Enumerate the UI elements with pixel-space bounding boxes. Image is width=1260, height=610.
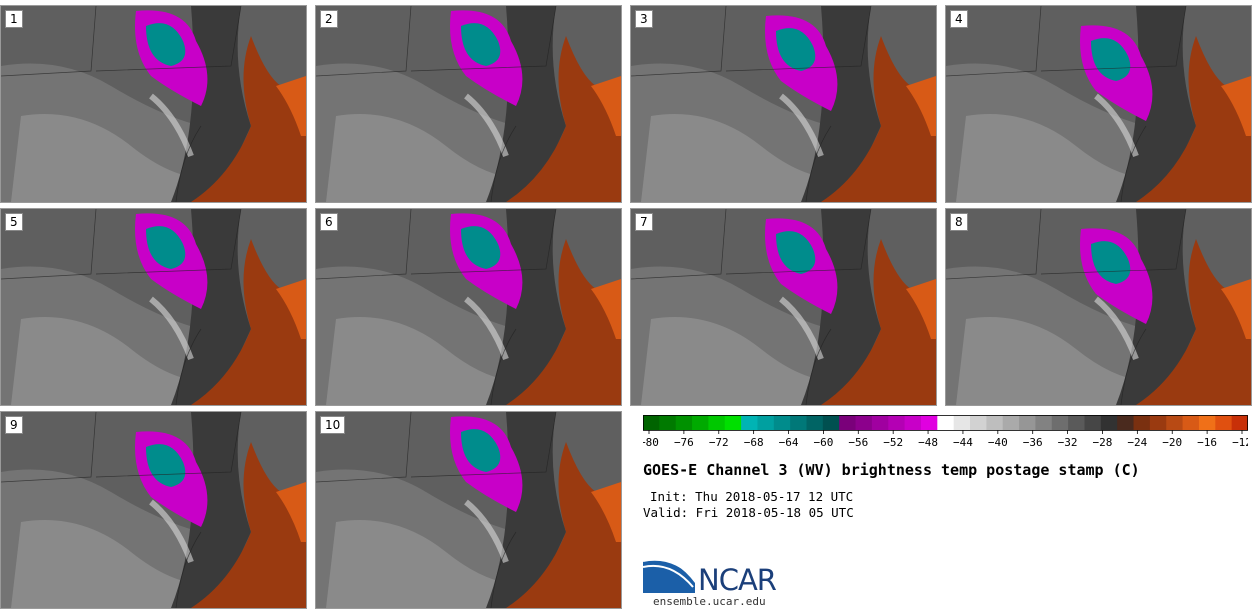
colorbar-segment bbox=[806, 415, 824, 430]
colorbar-segment bbox=[871, 415, 889, 430]
postage-stamp-panel: 1 bbox=[0, 5, 307, 203]
postage-stamp-panel: 9 bbox=[0, 411, 307, 609]
postage-stamp-panel: 8 bbox=[945, 208, 1252, 406]
postage-stamp-panel: 4 bbox=[945, 5, 1252, 203]
colorbar-segment bbox=[675, 415, 693, 430]
colorbar-segment bbox=[1068, 415, 1085, 430]
colorbar-tick-label: −28 bbox=[1093, 436, 1113, 449]
panel-number: 4 bbox=[950, 10, 968, 28]
colorbar-tick-label: −20 bbox=[1162, 436, 1182, 449]
colorbar-segment bbox=[937, 415, 955, 430]
colorbar-segment bbox=[708, 415, 726, 430]
figure-title: GOES-E Channel 3 (WV) brightness temp po… bbox=[643, 461, 1140, 479]
panel-number: 3 bbox=[635, 10, 653, 28]
ncar-logo-icon bbox=[643, 558, 696, 593]
colorbar-segment bbox=[1035, 415, 1053, 430]
colorbar-segment bbox=[1149, 415, 1167, 430]
postage-stamp-panel: 7 bbox=[630, 208, 937, 406]
colorbar-tick-label: −24 bbox=[1127, 436, 1147, 449]
colorbar-tick-label: −12 bbox=[1232, 436, 1248, 449]
colorbar-segment bbox=[904, 415, 922, 430]
colorbar-segment bbox=[953, 415, 971, 430]
panel-number: 1 bbox=[5, 10, 23, 28]
colorbar-segment bbox=[1117, 415, 1135, 430]
water-vapor-map bbox=[316, 6, 621, 202]
colorbar-tick-label: −32 bbox=[1058, 436, 1078, 449]
colorbar-segment bbox=[888, 415, 906, 430]
water-vapor-map bbox=[946, 6, 1251, 202]
water-vapor-map bbox=[1, 209, 306, 405]
colorbar-segment bbox=[692, 415, 709, 430]
colorbar-segment bbox=[659, 415, 677, 430]
colorbar: −80 −76 −72 −68 −64 −60 −56 −52 −48 −44 −40 −36 −32 −… bbox=[643, 415, 1248, 449]
colorbar-segment bbox=[1215, 415, 1233, 430]
panel-number: 8 bbox=[950, 213, 968, 231]
colorbar-segment bbox=[839, 415, 857, 430]
colorbar-segment bbox=[822, 415, 840, 430]
colorbar-segment bbox=[773, 415, 791, 430]
colorbar-tick-label: −48 bbox=[918, 436, 938, 449]
water-vapor-map bbox=[946, 209, 1251, 405]
colorbar-segment bbox=[1019, 415, 1036, 430]
colorbar-tick-label: −64 bbox=[779, 436, 799, 449]
postage-stamp-panel: 10 bbox=[315, 411, 622, 609]
water-vapor-map bbox=[1, 412, 306, 608]
colorbar-segment bbox=[986, 415, 1004, 430]
panel-number: 9 bbox=[5, 416, 23, 434]
colorbar-tick-label: −68 bbox=[744, 436, 764, 449]
water-vapor-map bbox=[316, 209, 621, 405]
water-vapor-map bbox=[316, 412, 621, 608]
colorbar-segment bbox=[1166, 415, 1184, 430]
site-url: ensemble.ucar.edu bbox=[653, 595, 766, 608]
colorbar-segment bbox=[1002, 415, 1020, 430]
colorbar-tick-label: −40 bbox=[988, 436, 1008, 449]
colorbar-tick-label: −76 bbox=[674, 436, 694, 449]
colorbar-segment bbox=[741, 415, 758, 430]
colorbar-segment bbox=[1133, 415, 1151, 430]
colorbar-segment bbox=[1051, 415, 1069, 430]
colorbar-tick-label: −52 bbox=[883, 436, 903, 449]
colorbar-tick-label: −80 bbox=[643, 436, 659, 449]
colorbar-segment bbox=[724, 415, 742, 430]
postage-stamp-panel: 2 bbox=[315, 5, 622, 203]
colorbar-tick-label: −36 bbox=[1023, 436, 1043, 449]
colorbar-segment bbox=[970, 415, 987, 430]
colorbar-segment bbox=[1231, 415, 1248, 430]
water-vapor-map bbox=[631, 209, 936, 405]
water-vapor-map bbox=[631, 6, 936, 202]
postage-stamp-panel: 5 bbox=[0, 208, 307, 406]
postage-stamp-panel: 3 bbox=[630, 5, 937, 203]
panel-number: 7 bbox=[635, 213, 653, 231]
colorbar-tick-label: −16 bbox=[1197, 436, 1217, 449]
water-vapor-map bbox=[1, 6, 306, 202]
colorbar-tick-label: −56 bbox=[848, 436, 868, 449]
logo-text: NCAR bbox=[698, 563, 777, 597]
colorbar-segment bbox=[1100, 415, 1118, 430]
colorbar-tick-label: −60 bbox=[813, 436, 833, 449]
valid-time: Valid: Fri 2018-05-18 05 UTC bbox=[643, 505, 854, 520]
panel-number: 10 bbox=[320, 416, 346, 434]
colorbar-tick-label: −44 bbox=[953, 436, 973, 449]
colorbar-segment bbox=[920, 415, 938, 430]
colorbar-segment bbox=[1182, 415, 1200, 430]
init-time: Init: Thu 2018-05-17 12 UTC bbox=[650, 489, 854, 504]
postage-stamp-panel: 6 bbox=[315, 208, 622, 406]
panel-number: 6 bbox=[320, 213, 338, 231]
colorbar-segment bbox=[1198, 415, 1216, 430]
colorbar-segment bbox=[855, 415, 873, 430]
colorbar-segment bbox=[757, 415, 775, 430]
colorbar-segment bbox=[1084, 415, 1102, 430]
panel-number: 5 bbox=[5, 213, 23, 231]
panel-number: 2 bbox=[320, 10, 338, 28]
colorbar-segment bbox=[790, 415, 808, 430]
colorbar-tick-label: −72 bbox=[709, 436, 729, 449]
colorbar-segment bbox=[643, 415, 660, 430]
